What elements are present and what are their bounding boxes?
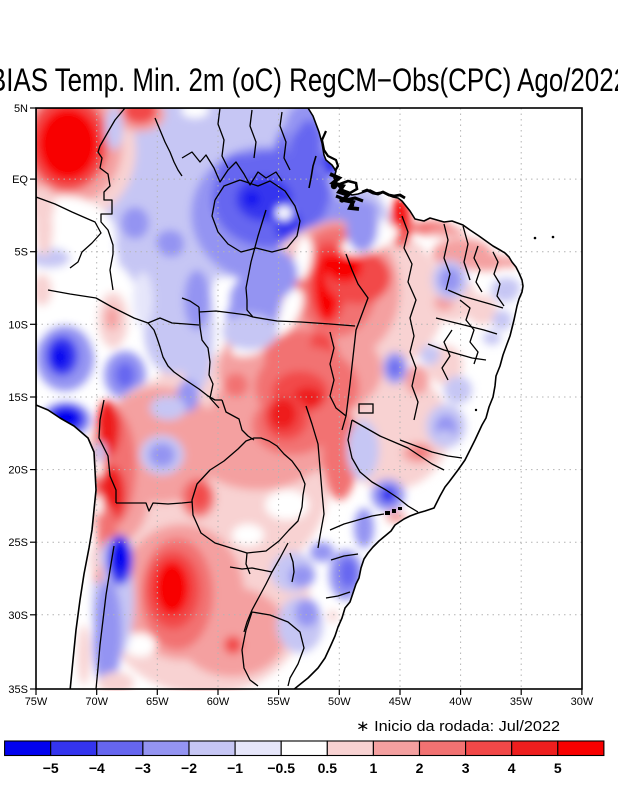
svg-text:BIAS Temp. Min. 2m (oC) RegCM−: BIAS Temp. Min. 2m (oC) RegCM−Obs(CPC) A… [0,62,618,98]
svg-text:4: 4 [508,760,516,776]
svg-text:35W: 35W [510,696,533,708]
svg-text:75W: 75W [25,696,48,708]
svg-text:EQ: EQ [12,174,28,186]
svg-text:1: 1 [370,760,378,776]
svg-text:45W: 45W [389,696,412,708]
svg-text:35S: 35S [8,684,28,696]
svg-text:∗ Inicio da rodada: Jul/2022: ∗ Inicio da rodada: Jul/2022 [356,718,560,735]
svg-text:2: 2 [416,760,424,776]
svg-text:40W: 40W [449,696,472,708]
svg-text:30W: 30W [571,696,594,708]
svg-text:10S: 10S [8,319,28,331]
svg-text:50W: 50W [328,696,351,708]
svg-text:60W: 60W [207,696,230,708]
svg-text:0.5: 0.5 [318,760,338,776]
svg-text:−4: −4 [89,760,105,776]
svg-text:55W: 55W [267,696,290,708]
svg-text:−3: −3 [135,760,151,776]
svg-text:3: 3 [462,760,470,776]
svg-text:30S: 30S [8,610,28,622]
svg-text:5: 5 [554,760,562,776]
svg-text:70W: 70W [85,696,108,708]
svg-text:20S: 20S [8,465,28,477]
svg-text:5N: 5N [14,103,28,115]
svg-text:5S: 5S [15,247,28,259]
svg-text:−2: −2 [181,760,197,776]
svg-text:65W: 65W [146,696,169,708]
svg-text:−0.5: −0.5 [267,760,295,776]
svg-text:15S: 15S [8,392,28,404]
svg-text:−1: −1 [227,760,243,776]
svg-text:−5: −5 [43,760,59,776]
svg-text:25S: 25S [8,537,28,549]
